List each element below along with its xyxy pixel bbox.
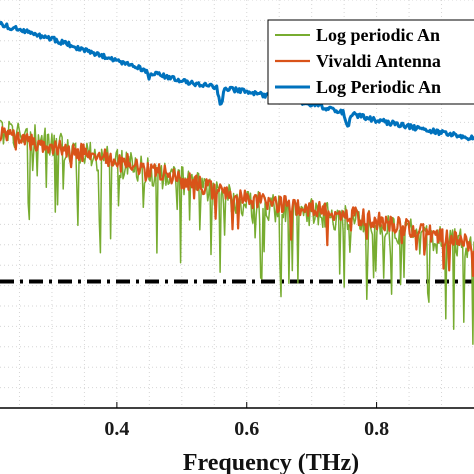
series-line-2 bbox=[0, 126, 474, 277]
x-tick-labels: 0.4 0.6 0.8 bbox=[104, 418, 389, 440]
series-layer bbox=[0, 20, 474, 346]
series-line-3 bbox=[0, 20, 474, 142]
series-line-1 bbox=[0, 119, 474, 346]
axes bbox=[0, 402, 474, 409]
x-tick-label: 0.8 bbox=[364, 418, 389, 440]
legend: Log periodic An Vivaldi Antenna Log Period… bbox=[267, 19, 474, 105]
legend-label: Log periodic An bbox=[316, 25, 440, 45]
x-tick-label: 0.6 bbox=[234, 418, 259, 440]
legend-label: Log Periodic An bbox=[316, 77, 441, 97]
x-tick-label: 0.4 bbox=[104, 418, 129, 440]
legend-label: Vivaldi Antenna bbox=[316, 51, 441, 71]
x-axis-title: Frequency (THz) bbox=[183, 450, 359, 474]
